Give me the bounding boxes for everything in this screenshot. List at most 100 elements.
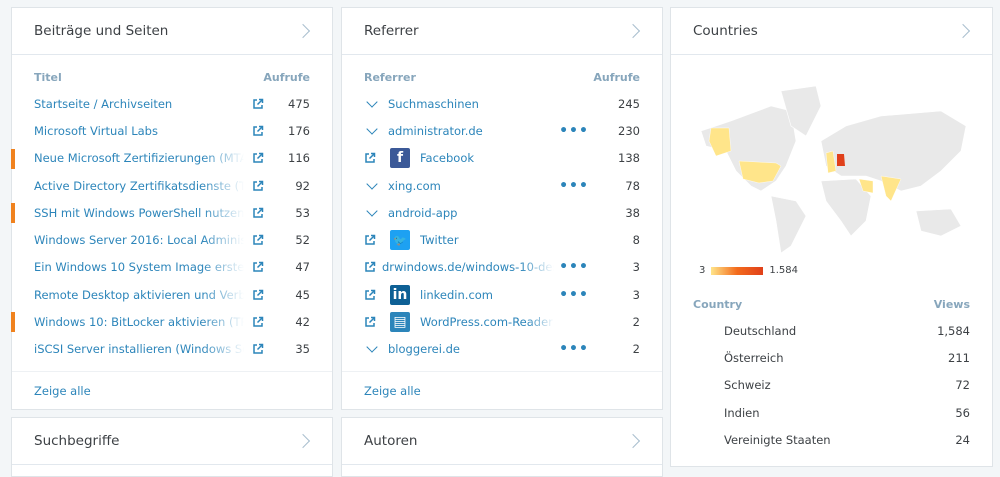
referrers-show-all[interactable]: Zeige alle: [342, 371, 662, 409]
referrer-row[interactable]: Suchmaschinen 245: [342, 90, 662, 117]
external-link-icon[interactable]: [252, 207, 264, 219]
authors-header[interactable]: Autoren: [342, 418, 662, 465]
referrer-label[interactable]: Twitter: [420, 233, 459, 248]
chevron-down-icon[interactable]: [366, 177, 378, 190]
chevron-right-icon[interactable]: [295, 23, 311, 39]
post-title[interactable]: Neue Microsoft Zertifizierungen (MTA, M: [34, 151, 244, 166]
col-views: Aufrufe: [593, 71, 640, 84]
external-link-icon[interactable]: [252, 261, 264, 273]
chevron-down-icon[interactable]: [366, 95, 378, 108]
external-link-icon[interactable]: [252, 180, 264, 192]
referrer-label[interactable]: Facebook: [420, 151, 475, 166]
highlight-marker: [11, 148, 15, 169]
more-icon[interactable]: •••: [559, 177, 589, 194]
country-name: Österreich: [724, 350, 784, 365]
post-title[interactable]: Windows Server 2016: Local Administrat: [34, 233, 244, 248]
post-title[interactable]: Active Directory Zertifikatsdienste (Tei…: [34, 178, 244, 193]
referrer-label[interactable]: WordPress.com-Reader: [420, 315, 553, 330]
referrer-row[interactable]: f Facebook 138: [342, 145, 662, 172]
post-title[interactable]: iSCSI Server installieren (Windows Serve: [34, 342, 244, 357]
referrer-row[interactable]: bloggerei.de ••• 2: [342, 336, 662, 363]
post-title[interactable]: Windows 10: BitLocker aktivieren (TPM: [34, 315, 244, 330]
post-row[interactable]: Windows Server 2016: Local Administrat 52: [12, 226, 332, 253]
referrer-label[interactable]: administrator.de: [388, 123, 483, 138]
post-row[interactable]: Active Directory Zertifikatsdienste (Tei…: [12, 172, 332, 199]
post-row[interactable]: Windows 10: BitLocker aktivieren (TPM 42: [11, 308, 332, 335]
country-name: Schweiz: [724, 378, 771, 393]
post-title[interactable]: Startseite / Archivseiten: [34, 96, 173, 111]
post-row[interactable]: Startseite / Archivseiten 475: [12, 90, 332, 117]
external-link-icon[interactable]: [364, 152, 376, 164]
col-referrer: Referrer: [364, 71, 416, 84]
chevron-right-icon[interactable]: [625, 433, 641, 449]
external-link-icon[interactable]: [252, 343, 264, 355]
post-row[interactable]: Remote Desktop aktivieren und Verbind 45: [12, 281, 332, 308]
referrer-row[interactable]: xing.com ••• 78: [342, 172, 662, 199]
referrer-row[interactable]: drwindows.de/windows-10-des ••• 3: [342, 254, 662, 281]
post-row[interactable]: SSH mit Windows PowerShell nutzen 53: [11, 199, 332, 226]
country-row[interactable]: Österreich 211: [671, 344, 992, 371]
country-name: Vereinigte Staaten: [724, 432, 831, 447]
post-title[interactable]: Remote Desktop aktivieren und Verbind: [34, 287, 244, 302]
more-icon[interactable]: •••: [559, 341, 589, 358]
referrers-header[interactable]: Referrer: [342, 8, 662, 55]
external-link-icon[interactable]: [252, 316, 264, 328]
col-country: Country: [693, 298, 743, 311]
external-link-icon[interactable]: [252, 234, 264, 246]
country-row[interactable]: Indien 56: [671, 399, 992, 426]
external-link-icon[interactable]: [252, 152, 264, 164]
country-row[interactable]: Deutschland 1,584: [671, 317, 992, 344]
external-link-icon[interactable]: [364, 261, 376, 273]
external-link-icon[interactable]: [252, 98, 264, 110]
referrer-label[interactable]: drwindows.de/windows-10-des: [382, 260, 554, 275]
posts-header[interactable]: Beiträge und Seiten: [12, 8, 332, 55]
chevron-right-icon[interactable]: [625, 23, 641, 39]
referrer-row[interactable]: android-app 38: [342, 199, 662, 226]
external-link-icon[interactable]: [364, 316, 376, 328]
country-row[interactable]: Schweiz 72: [671, 372, 992, 399]
more-icon[interactable]: •••: [559, 286, 589, 303]
posts-show-all[interactable]: Zeige alle: [12, 371, 332, 409]
post-row[interactable]: Microsoft Virtual Labs 176: [12, 117, 332, 144]
countries-header[interactable]: Countries: [671, 8, 992, 55]
referrer-row[interactable]: administrator.de ••• 230: [342, 117, 662, 144]
search-terms-header[interactable]: Suchbegriffe: [12, 418, 332, 465]
referrer-label[interactable]: android-app: [388, 205, 458, 220]
referrer-label[interactable]: xing.com: [388, 178, 441, 193]
external-link-icon[interactable]: [252, 289, 264, 301]
chevron-down-icon[interactable]: [366, 123, 378, 135]
post-row[interactable]: Ein Windows 10 System Image erstellen 47: [12, 254, 332, 281]
more-icon[interactable]: •••: [559, 122, 589, 139]
map-eurasia: [820, 110, 967, 192]
map-alaska: [708, 127, 732, 157]
external-link-icon[interactable]: [252, 125, 264, 137]
chevron-right-icon[interactable]: [955, 23, 971, 39]
post-row[interactable]: iSCSI Server installieren (Windows Serve…: [12, 336, 332, 363]
referrer-row[interactable]: ▤ WordPress.com-Reader 2: [342, 308, 662, 335]
post-views: 475: [288, 96, 310, 111]
map-australia: [915, 208, 962, 237]
country-row[interactable]: Vereinigte Staaten 24: [671, 426, 992, 453]
referrer-row[interactable]: 🐦 Twitter 8: [342, 226, 662, 253]
map-saudi-arabia: [858, 178, 874, 194]
chevron-right-icon[interactable]: [295, 433, 311, 449]
referrer-row[interactable]: in linkedin.com ••• 3: [342, 281, 662, 308]
referrer-label[interactable]: linkedin.com: [420, 287, 494, 302]
authors-card: Autoren: [341, 417, 663, 477]
post-title[interactable]: SSH mit Windows PowerShell nutzen: [34, 205, 244, 220]
legend-min: 3: [699, 265, 706, 276]
post-title[interactable]: Microsoft Virtual Labs: [34, 123, 158, 138]
chevron-down-icon[interactable]: [366, 205, 378, 217]
more-icon[interactable]: •••: [559, 259, 589, 276]
post-title[interactable]: Ein Windows 10 System Image erstellen: [34, 260, 244, 275]
world-map[interactable]: [681, 71, 981, 261]
referrer-label[interactable]: bloggerei.de: [388, 342, 460, 357]
country-views: 211: [948, 350, 970, 365]
post-views: 53: [295, 205, 310, 220]
post-row[interactable]: Neue Microsoft Zertifizierungen (MTA, M 1…: [11, 145, 332, 172]
referrer-label[interactable]: Suchmaschinen: [388, 96, 479, 111]
chevron-down-icon[interactable]: [366, 341, 378, 353]
external-link-icon[interactable]: [364, 289, 376, 301]
country-views: 24: [955, 432, 970, 447]
external-link-icon[interactable]: [364, 234, 376, 246]
